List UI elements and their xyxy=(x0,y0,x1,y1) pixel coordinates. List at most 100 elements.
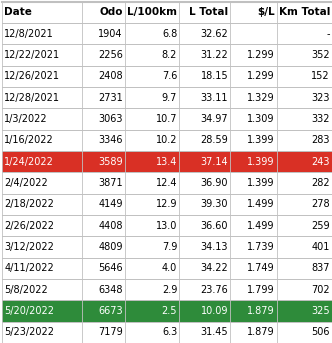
Text: 243: 243 xyxy=(311,157,330,167)
Text: 152: 152 xyxy=(311,71,330,81)
Bar xyxy=(2,173,332,194)
Text: 6348: 6348 xyxy=(98,285,123,295)
Text: 5646: 5646 xyxy=(98,263,123,273)
Text: 10.09: 10.09 xyxy=(201,306,228,316)
Text: 12.4: 12.4 xyxy=(156,178,177,188)
Text: 7179: 7179 xyxy=(98,327,123,337)
Text: 5/8/2022: 5/8/2022 xyxy=(4,285,48,295)
Text: 1.879: 1.879 xyxy=(247,327,275,337)
Text: 1.399: 1.399 xyxy=(247,157,275,167)
Text: 12/8/2021: 12/8/2021 xyxy=(4,29,54,39)
Text: 1.299: 1.299 xyxy=(247,50,275,60)
Text: 1904: 1904 xyxy=(98,29,123,39)
Bar xyxy=(2,87,332,108)
Bar xyxy=(2,44,332,66)
Text: Km Total: Km Total xyxy=(279,8,330,17)
Text: 5/20/2022: 5/20/2022 xyxy=(4,306,54,316)
Text: 3346: 3346 xyxy=(98,135,123,145)
Text: 3/12/2022: 3/12/2022 xyxy=(4,242,54,252)
Text: 1.299: 1.299 xyxy=(247,71,275,81)
Text: 31.22: 31.22 xyxy=(201,50,228,60)
Bar xyxy=(2,66,332,87)
Text: 4.0: 4.0 xyxy=(162,263,177,273)
Bar xyxy=(2,258,332,279)
Text: 702: 702 xyxy=(311,285,330,295)
Text: 28.59: 28.59 xyxy=(201,135,228,145)
Text: 332: 332 xyxy=(311,114,330,124)
Text: 1/24/2022: 1/24/2022 xyxy=(4,157,54,167)
Text: 2/4/2022: 2/4/2022 xyxy=(4,178,48,188)
Text: 259: 259 xyxy=(311,221,330,231)
Text: 4149: 4149 xyxy=(98,199,123,209)
Text: 837: 837 xyxy=(311,263,330,273)
Text: 325: 325 xyxy=(311,306,330,316)
Text: $/L: $/L xyxy=(257,8,275,17)
Text: 401: 401 xyxy=(312,242,330,252)
Bar xyxy=(2,279,332,300)
Bar xyxy=(2,322,332,343)
Text: 13.0: 13.0 xyxy=(156,221,177,231)
Text: 12.9: 12.9 xyxy=(156,199,177,209)
Text: 1.499: 1.499 xyxy=(247,221,275,231)
Text: 2.5: 2.5 xyxy=(162,306,177,316)
Text: 36.90: 36.90 xyxy=(201,178,228,188)
Text: -: - xyxy=(326,29,330,39)
Text: 3063: 3063 xyxy=(98,114,123,124)
Text: 12/28/2021: 12/28/2021 xyxy=(4,93,60,103)
Text: 6.3: 6.3 xyxy=(162,327,177,337)
Bar xyxy=(2,130,332,151)
Text: 506: 506 xyxy=(311,327,330,337)
Text: 1.499: 1.499 xyxy=(247,199,275,209)
Bar xyxy=(2,2,332,23)
Text: 2731: 2731 xyxy=(98,93,123,103)
Text: L Total: L Total xyxy=(189,8,228,17)
Text: 9.7: 9.7 xyxy=(162,93,177,103)
Text: 34.13: 34.13 xyxy=(201,242,228,252)
Bar xyxy=(2,23,332,44)
Bar xyxy=(2,215,332,236)
Text: 1.399: 1.399 xyxy=(247,135,275,145)
Text: 2.9: 2.9 xyxy=(162,285,177,295)
Text: 2408: 2408 xyxy=(98,71,123,81)
Text: 31.45: 31.45 xyxy=(201,327,228,337)
Text: 32.62: 32.62 xyxy=(201,29,228,39)
Text: 1.799: 1.799 xyxy=(247,285,275,295)
Text: 1.399: 1.399 xyxy=(247,178,275,188)
Text: 12/22/2021: 12/22/2021 xyxy=(4,50,60,60)
Text: 1.739: 1.739 xyxy=(247,242,275,252)
Text: L/100km: L/100km xyxy=(127,8,177,17)
Text: 1.329: 1.329 xyxy=(247,93,275,103)
Text: 23.76: 23.76 xyxy=(201,285,228,295)
Text: 7.9: 7.9 xyxy=(162,242,177,252)
Text: 2/18/2022: 2/18/2022 xyxy=(4,199,54,209)
Text: 4/11/2022: 4/11/2022 xyxy=(4,263,54,273)
Text: 4408: 4408 xyxy=(98,221,123,231)
Text: 34.22: 34.22 xyxy=(201,263,228,273)
Text: 10.2: 10.2 xyxy=(156,135,177,145)
Text: Date: Date xyxy=(4,8,32,17)
Bar xyxy=(2,151,332,172)
Text: 33.11: 33.11 xyxy=(201,93,228,103)
Bar xyxy=(2,194,332,215)
Bar xyxy=(2,236,332,258)
Text: 7.6: 7.6 xyxy=(162,71,177,81)
Text: 36.60: 36.60 xyxy=(201,221,228,231)
Text: 4809: 4809 xyxy=(98,242,123,252)
Text: 6.8: 6.8 xyxy=(162,29,177,39)
Text: 283: 283 xyxy=(311,135,330,145)
Text: 39.30: 39.30 xyxy=(201,199,228,209)
Text: 1/16/2022: 1/16/2022 xyxy=(4,135,54,145)
Text: 8.2: 8.2 xyxy=(162,50,177,60)
Text: 3589: 3589 xyxy=(98,157,123,167)
Text: 1.879: 1.879 xyxy=(247,306,275,316)
Text: 5/23/2022: 5/23/2022 xyxy=(4,327,54,337)
Text: 12/26/2021: 12/26/2021 xyxy=(4,71,60,81)
Bar xyxy=(2,108,332,130)
Text: 10.7: 10.7 xyxy=(156,114,177,124)
Text: 18.15: 18.15 xyxy=(201,71,228,81)
Text: 2256: 2256 xyxy=(98,50,123,60)
Text: 1.749: 1.749 xyxy=(247,263,275,273)
Bar xyxy=(2,300,332,322)
Text: 278: 278 xyxy=(311,199,330,209)
Text: 6673: 6673 xyxy=(98,306,123,316)
